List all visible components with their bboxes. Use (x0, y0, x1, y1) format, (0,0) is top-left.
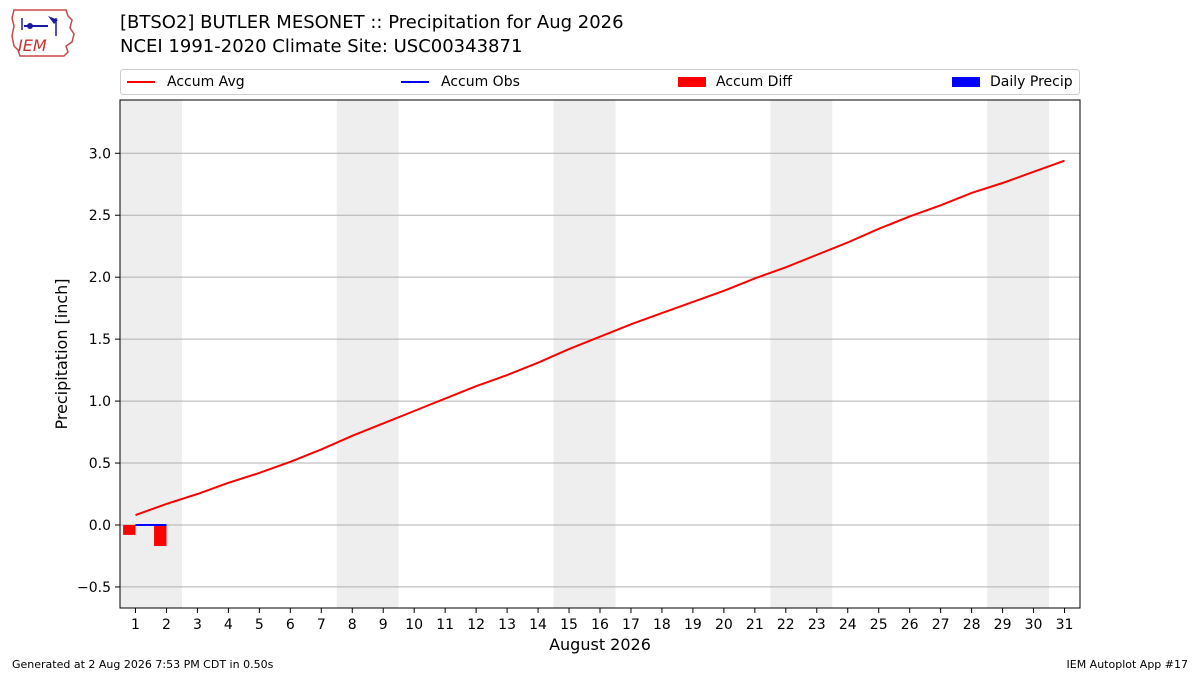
accum-avg-line (135, 159, 1065, 517)
x-tick-label: 12 (467, 617, 485, 633)
x-tick-label: 27 (932, 617, 950, 633)
legend-label-daily-precip: Daily Precip (990, 74, 1073, 90)
x-tick-label: 14 (529, 617, 547, 633)
y-tick-label: −0.5 (77, 580, 111, 596)
y-tick-label: 0.0 (89, 518, 111, 534)
legend-swatch-daily-precip (952, 77, 980, 87)
x-tick-label: 8 (348, 617, 357, 633)
logo-text: IEM (18, 36, 47, 55)
accum-diff-bar (154, 524, 167, 547)
legend-swatch-accum-diff (678, 77, 706, 87)
weekend-band (120, 100, 182, 608)
legend-item-daily-precip: Daily Precip (952, 70, 1073, 94)
chart-title: [BTSO2] BUTLER MESONET :: Precipitation … (120, 12, 624, 33)
x-tick-label: 9 (379, 617, 388, 633)
weekend-band (553, 100, 616, 608)
y-tick-label: 1.0 (89, 394, 111, 410)
y-axis-label: Precipitation [inch] (52, 278, 71, 429)
y-tick-label: 0.5 (89, 456, 111, 472)
x-tick-label: 10 (405, 617, 423, 633)
legend-item-accum-obs: Accum Obs (401, 70, 520, 94)
iem-logo: IEM (11, 9, 75, 57)
x-tick-label: 11 (436, 617, 454, 633)
bar-series (123, 524, 167, 547)
x-tick-label: 29 (994, 617, 1012, 633)
x-tick-label: 6 (286, 617, 295, 633)
x-tick-label: 26 (901, 617, 919, 633)
x-tick-label: 4 (224, 617, 233, 633)
x-tick-label: 22 (777, 617, 795, 633)
x-tick-label: 23 (808, 617, 826, 633)
chart-subtitle: NCEI 1991-2020 Climate Site: USC00343871 (120, 36, 523, 57)
x-tick-label: 30 (1025, 617, 1043, 633)
y-tick-label: 2.0 (89, 270, 111, 286)
x-tick-label: 20 (715, 617, 733, 633)
y-tick-label: 1.5 (89, 332, 111, 348)
footer-app-id: IEM Autoplot App #17 (1066, 658, 1189, 671)
x-tick-label: 19 (684, 617, 702, 633)
weekend-band (770, 100, 833, 608)
y-gridlines (120, 152, 1080, 588)
legend: Accum Avg Accum Obs Accum Diff Daily Pre… (120, 69, 1080, 95)
legend-item-accum-diff: Accum Diff (678, 70, 792, 94)
accum-diff-bar (123, 524, 136, 535)
y-axis-ticks: −0.5 0.0 0.5 1.0 1.5 2.0 2.5 3.0 (77, 146, 120, 596)
legend-label-accum-obs: Accum Obs (441, 74, 520, 90)
legend-swatch-accum-avg (127, 81, 155, 83)
weekend-band (987, 100, 1050, 608)
x-tick-label: 16 (591, 617, 609, 633)
x-tick-label: 25 (870, 617, 888, 633)
x-tick-label: 31 (1056, 617, 1074, 633)
x-tick-label: 17 (622, 617, 640, 633)
x-axis-ticks: 1 2 3 4 5 6 7 8 9 10 11 12 13 14 15 16 17 18 19 20 21 22 23 24 2… (131, 608, 1073, 633)
x-tick-label: 21 (746, 617, 764, 633)
x-axis-label: August 2026 (549, 635, 651, 654)
x-tick-label: 28 (963, 617, 981, 633)
legend-item-accum-avg: Accum Avg (127, 70, 245, 94)
x-tick-label: 15 (560, 617, 578, 633)
weekend-shading (120, 100, 1050, 608)
x-tick-label: 3 (193, 617, 202, 633)
legend-label-accum-diff: Accum Diff (716, 74, 793, 90)
x-tick-label: 5 (255, 617, 264, 633)
y-tick-label: 3.0 (89, 146, 111, 162)
x-tick-label: 24 (839, 617, 857, 633)
line-series (135, 159, 1065, 526)
x-tick-label: 1 (131, 617, 140, 633)
weekend-band (336, 100, 399, 608)
x-tick-label: 13 (498, 617, 516, 633)
x-tick-label: 7 (317, 617, 326, 633)
legend-swatch-accum-obs (401, 81, 429, 83)
footer-generated-text: Generated at 2 Aug 2026 7:53 PM CDT in 0… (12, 658, 274, 671)
x-tick-label: 18 (653, 617, 671, 633)
x-tick-label: 2 (162, 617, 171, 633)
legend-label-accum-avg: Accum Avg (167, 74, 245, 90)
y-tick-label: 2.5 (89, 208, 111, 224)
